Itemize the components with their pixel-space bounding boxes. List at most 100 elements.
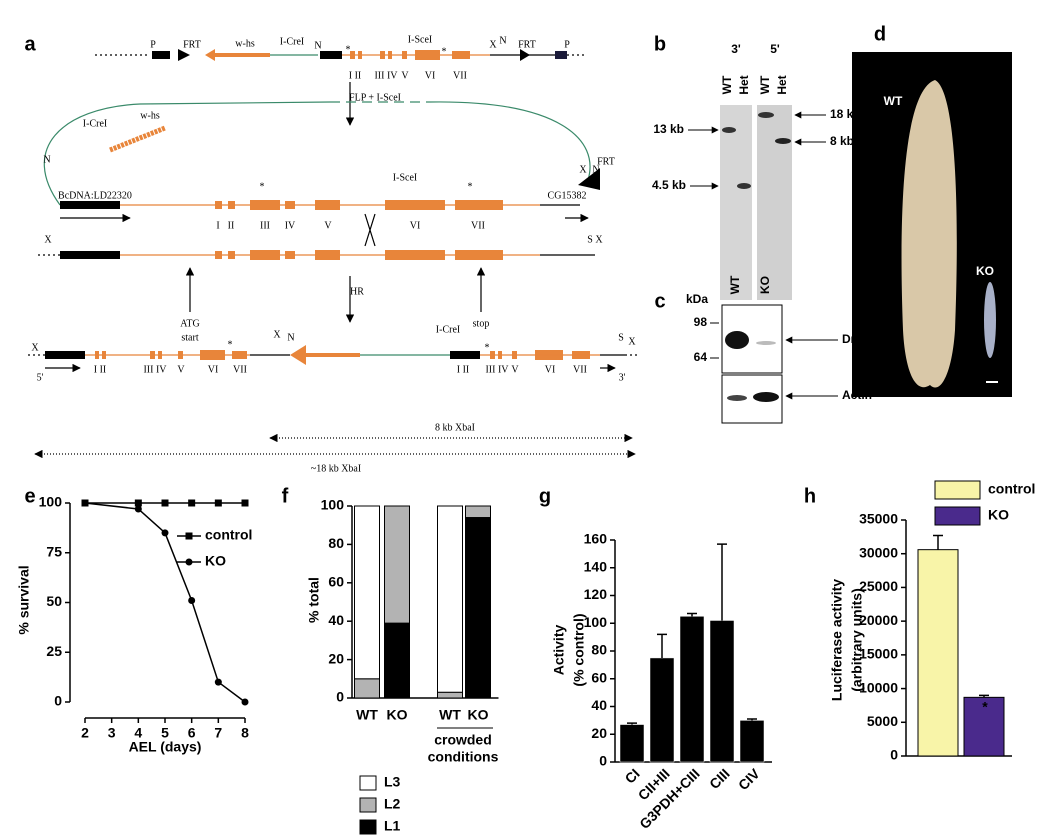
x-axis-label: AEL (days)	[129, 739, 202, 755]
exons	[350, 50, 470, 60]
diagram-label: I-CreI	[83, 118, 107, 129]
legend-label: KO	[205, 553, 226, 569]
diagram-label: X	[628, 336, 636, 347]
whs-arrow	[205, 49, 215, 61]
y-tick-label: 15000	[859, 646, 898, 662]
blot-band	[753, 392, 779, 402]
panel-letter: a	[24, 33, 36, 55]
lane-group: 5'	[770, 42, 780, 56]
diagram-label: X	[44, 234, 52, 245]
bar-segment	[437, 505, 463, 693]
diagram-label: *	[442, 46, 447, 57]
annotation: conditions	[428, 749, 499, 765]
legend-label: L1	[384, 818, 401, 834]
size-marker: 64	[694, 350, 708, 364]
y-tick-label: 0	[890, 747, 898, 763]
lane-label: KO	[758, 276, 772, 294]
diagram-label: P	[150, 39, 156, 50]
marker	[134, 505, 142, 513]
bar	[649, 657, 675, 763]
exon-block	[152, 51, 170, 59]
protein-label: Actin	[842, 388, 872, 402]
size-marker: 8 kb	[830, 134, 854, 148]
y-tick-label: 40	[328, 612, 344, 628]
y-tick-label: 25000	[859, 578, 898, 594]
bar	[917, 549, 959, 757]
gel-lane-box	[720, 105, 752, 300]
diagram-label: *	[346, 44, 351, 55]
diagram-label: N	[287, 332, 294, 343]
blot-band	[756, 341, 776, 345]
error-bar	[657, 633, 667, 658]
gel-band	[722, 127, 736, 133]
y-tick-label: 0	[336, 689, 344, 705]
diagram-label: V	[324, 220, 332, 231]
gel-lane-box	[757, 105, 792, 300]
diagram-label: III IV	[374, 70, 398, 81]
gene-diagram: P FRT w-hs I-CreI N *I-SceI*I II III IV V VI VIIX…	[28, 34, 640, 474]
bar-segment	[354, 678, 380, 699]
legend-swatch	[359, 775, 377, 791]
marker	[214, 499, 222, 507]
diagram-label: I	[216, 220, 219, 231]
diagram-label: VII	[453, 70, 467, 81]
x-tick-label: 4	[134, 725, 142, 741]
diagram-label: w-hs	[235, 38, 255, 49]
y-tick-label: 20	[591, 725, 607, 741]
diagram-label: HR	[350, 286, 364, 297]
marker	[214, 678, 222, 686]
frt-site	[178, 49, 190, 61]
lane-label: WT	[728, 275, 742, 294]
panel-letter: c	[654, 290, 665, 312]
x-tick-label: 7	[214, 725, 222, 741]
series-line	[84, 502, 246, 703]
y-tick-label: 60	[328, 574, 344, 590]
diagram-label: N	[43, 154, 50, 165]
diagram-label: VI	[425, 70, 436, 81]
y-tick-label: 100	[321, 497, 345, 513]
diagram-label: X	[595, 234, 603, 245]
diagram-label: N	[499, 35, 506, 46]
panel-letter: f	[282, 485, 289, 507]
annotation: crowded	[434, 732, 492, 748]
diagram-label: V	[511, 364, 519, 375]
x-tick-label: CI	[622, 765, 643, 786]
gel-band	[775, 138, 791, 144]
diagram-label: VII	[471, 220, 485, 231]
diagram-label: III IV	[485, 364, 509, 375]
x-tick-label: KO	[387, 707, 408, 723]
gel-arrows	[688, 111, 838, 400]
diagram-label: ~18 kb XbaI	[311, 463, 361, 474]
diagram-label: S	[587, 234, 593, 245]
exon-block	[60, 251, 120, 259]
diagram-label: VII	[233, 364, 247, 375]
bar	[739, 720, 765, 763]
diagram-label: X	[489, 39, 497, 50]
x-tick-label: 3	[108, 725, 116, 741]
panel-letter: h	[804, 485, 816, 507]
diagram-label: IV	[285, 220, 296, 231]
x-tick-label: WT	[356, 707, 378, 723]
bar	[709, 620, 735, 763]
y-tick-label: 100	[584, 614, 608, 630]
x-tick-label: 2	[81, 725, 89, 741]
y-tick-label: 10000	[859, 679, 898, 695]
bar	[679, 616, 705, 763]
x-tick-label: WT	[439, 707, 461, 723]
crossover	[364, 213, 376, 247]
y-tick-label: 60	[591, 669, 607, 685]
photo-label: WT	[884, 94, 903, 108]
diagram-label: III	[260, 220, 270, 231]
diagram-label: I-CreI	[436, 324, 460, 335]
diagram-label: *	[260, 181, 265, 192]
diagram-label: start	[181, 332, 198, 343]
diagram-label: I II	[457, 364, 470, 375]
charts: 0 25 50 75 100 % survival 2 3 4 5 6 7 8 AEL (days) con…	[16, 480, 1035, 835]
y-tick-label: 75	[46, 543, 62, 559]
y-tick-label: 5000	[867, 713, 898, 729]
diagram-label: X	[579, 164, 587, 175]
legend-label: control	[988, 481, 1035, 497]
x-tick-label: CIII	[706, 765, 733, 792]
legend-label: control	[205, 527, 252, 543]
gel-band	[758, 112, 774, 118]
